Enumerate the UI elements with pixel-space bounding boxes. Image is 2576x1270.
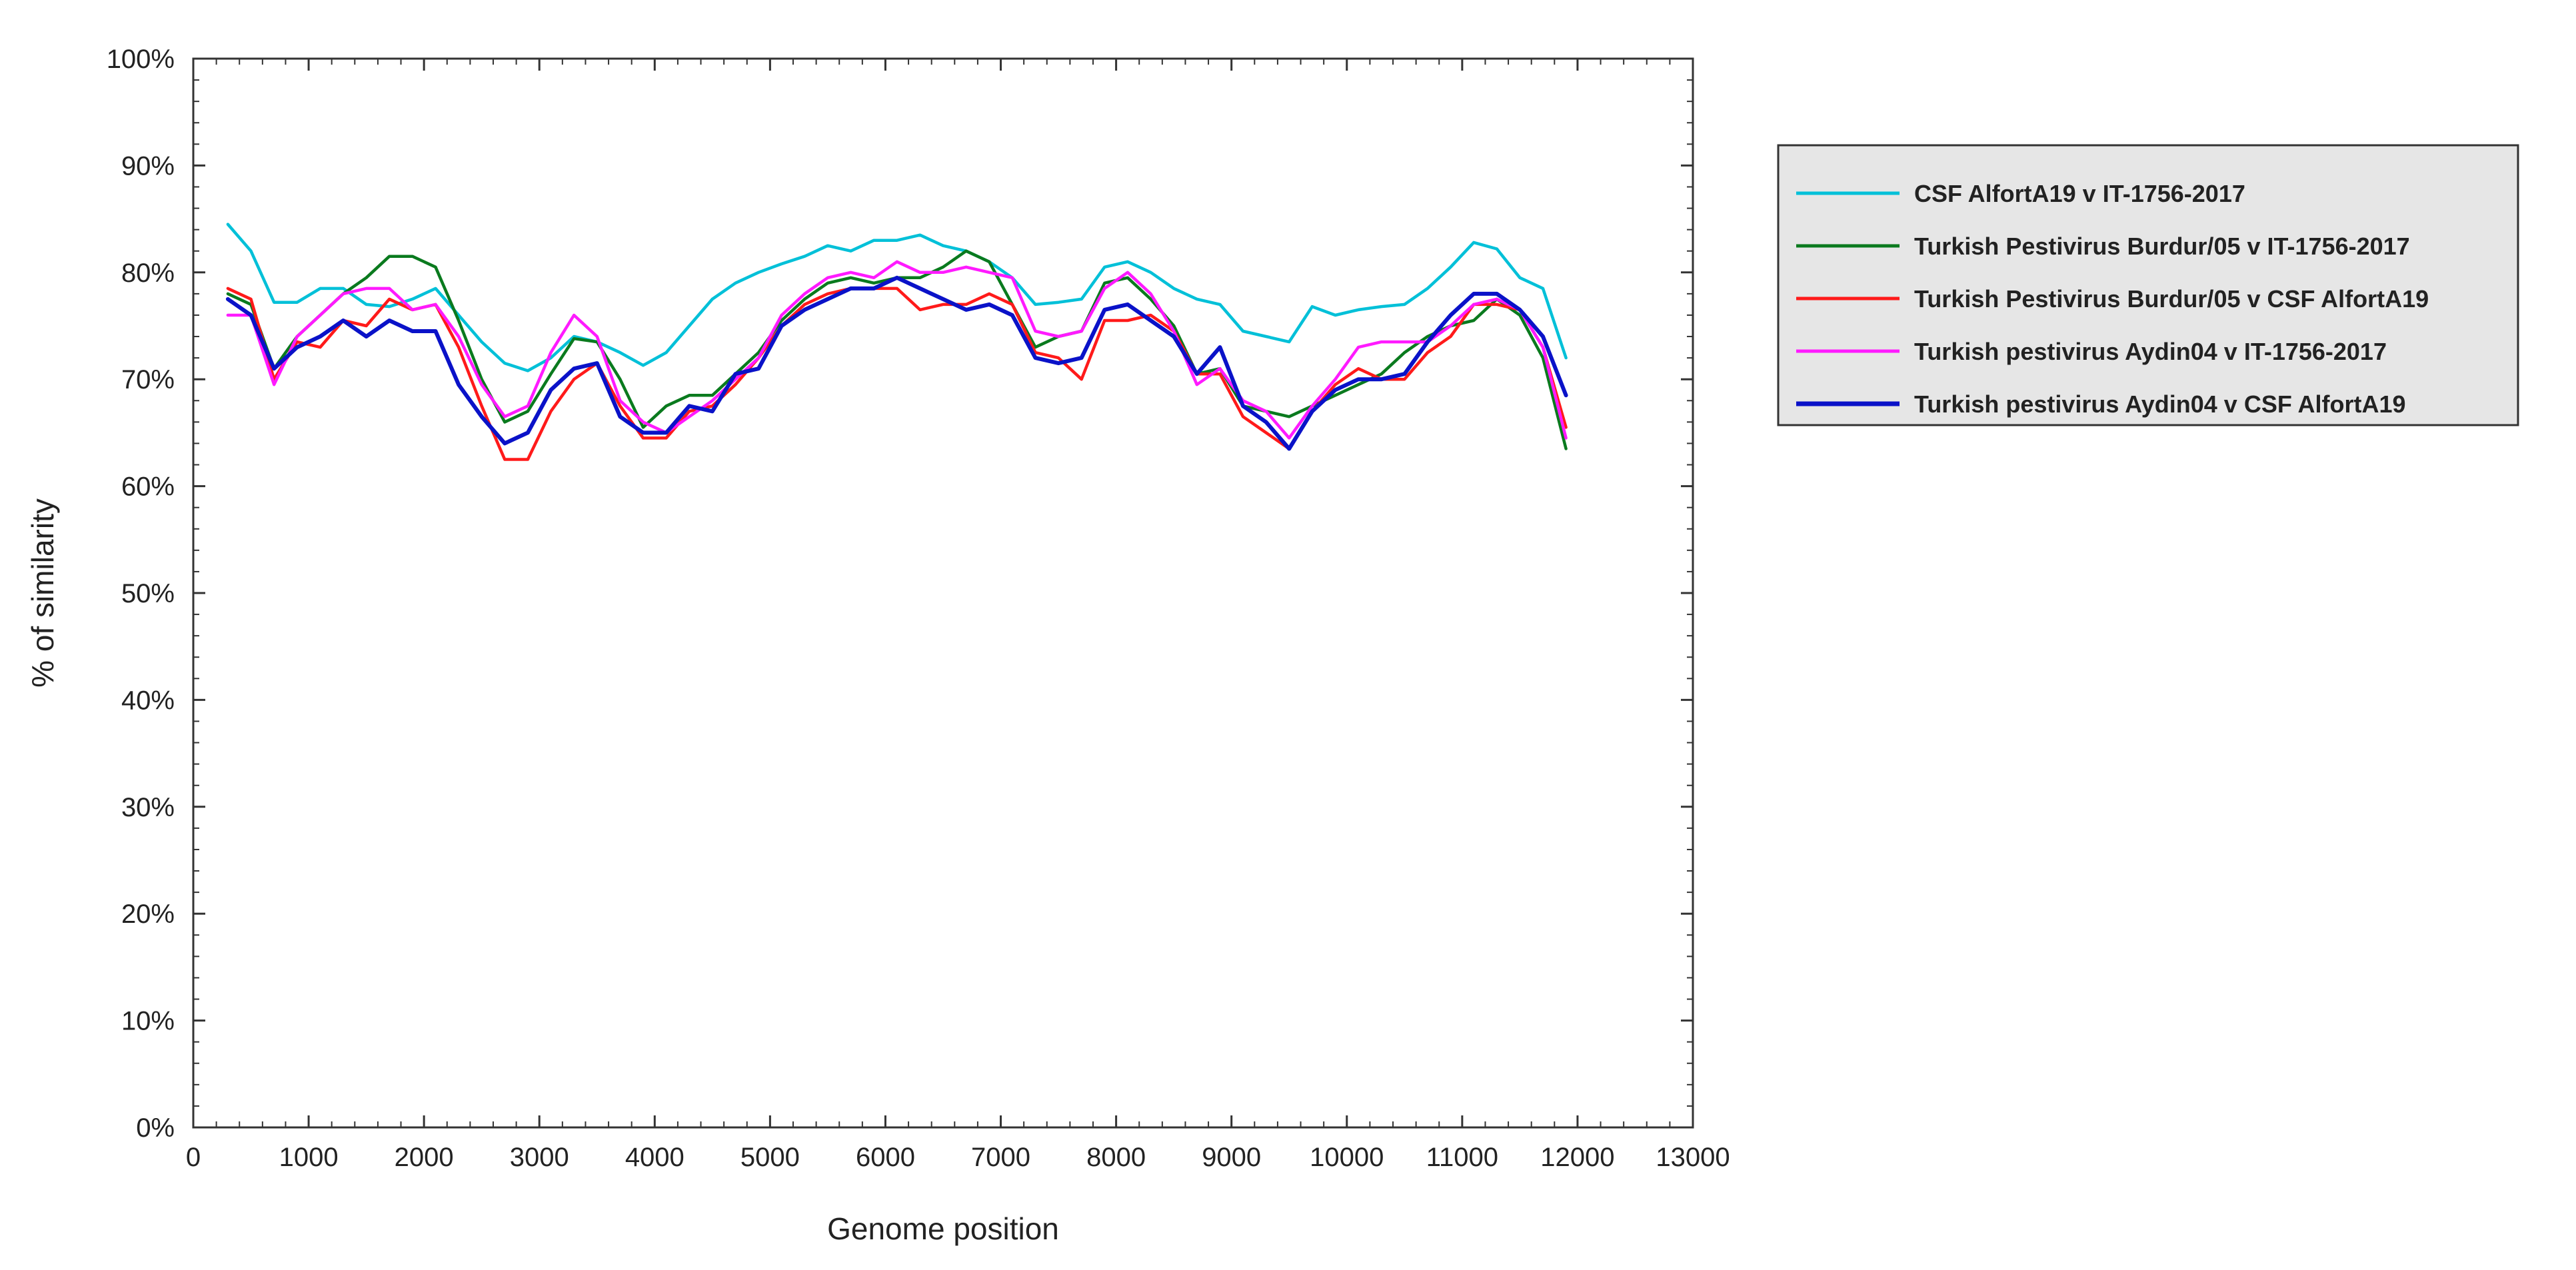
x-axis-ticks: 0 1000 2000 3000 4000 5000 6000 7000 8000 9000 100…	[186, 59, 1730, 1172]
legend: CSF AlfortA19 v IT-1756-2017 Turkish Pest…	[1777, 144, 2519, 426]
x-tick-label: 11000	[1426, 1143, 1498, 1172]
y-tick-label: 0%	[136, 1113, 175, 1143]
legend-box	[1777, 144, 2519, 426]
y-tick-label: 20%	[121, 900, 175, 929]
x-tick-label: 0	[186, 1143, 201, 1172]
legend-label-1: CSF AlfortA19 v IT-1756-2017	[1914, 180, 2245, 207]
x-tick-label: 5000	[740, 1143, 800, 1172]
x-axis-title: Genome position	[827, 1211, 1059, 1246]
x-tick-label: 8000	[1086, 1143, 1146, 1172]
x-tick-label: 4000	[625, 1143, 684, 1172]
x-tick-label: 10000	[1310, 1143, 1384, 1172]
series-line-5	[225, 275, 1568, 451]
y-tick-label: 50%	[121, 579, 175, 608]
y-tick-label: 10%	[121, 1007, 175, 1036]
legend-label-4: Turkish pestivirus Aydin04 v IT-1756-201…	[1914, 338, 2387, 365]
x-tick-label: 13000	[1656, 1143, 1730, 1172]
legend-label-2: Turkish Pestivirus Burdur/05 v IT-1756-2…	[1914, 233, 2410, 260]
legend-label-3: Turkish Pestivirus Burdur/05 v CSF Alfor…	[1914, 285, 2429, 313]
x-tick-label: 3000	[510, 1143, 569, 1172]
series-line-3	[226, 287, 1568, 461]
plot-background	[193, 59, 1693, 1127]
y-tick-label: 30%	[121, 793, 175, 822]
y-tick-label: 70%	[121, 365, 175, 394]
legend-label-5: Turkish pestivirus Aydin04 v CSF AlfortA…	[1914, 390, 2406, 418]
y-tick-label: 80%	[121, 259, 175, 288]
y-tick-label: 60%	[121, 472, 175, 502]
x-tick-label: 1000	[279, 1143, 339, 1172]
plot-lines	[225, 223, 1568, 461]
series-line-4	[226, 260, 1568, 440]
y-axis-ticks: 0% 10% 20% 30% 40% 50% 60% 70% 80% 90% 100%	[107, 45, 1693, 1143]
x-tick-label: 9000	[1202, 1143, 1261, 1172]
y-tick-label: 100%	[107, 45, 175, 74]
y-tick-label: 90%	[121, 151, 175, 181]
x-tick-label: 7000	[971, 1143, 1030, 1172]
x-tick-label: 2000	[395, 1143, 454, 1172]
y-tick-label: 40%	[121, 686, 175, 715]
x-tick-label: 12000	[1540, 1143, 1614, 1172]
y-axis-title: % of similarity	[25, 498, 60, 688]
x-tick-label: 6000	[856, 1143, 915, 1172]
